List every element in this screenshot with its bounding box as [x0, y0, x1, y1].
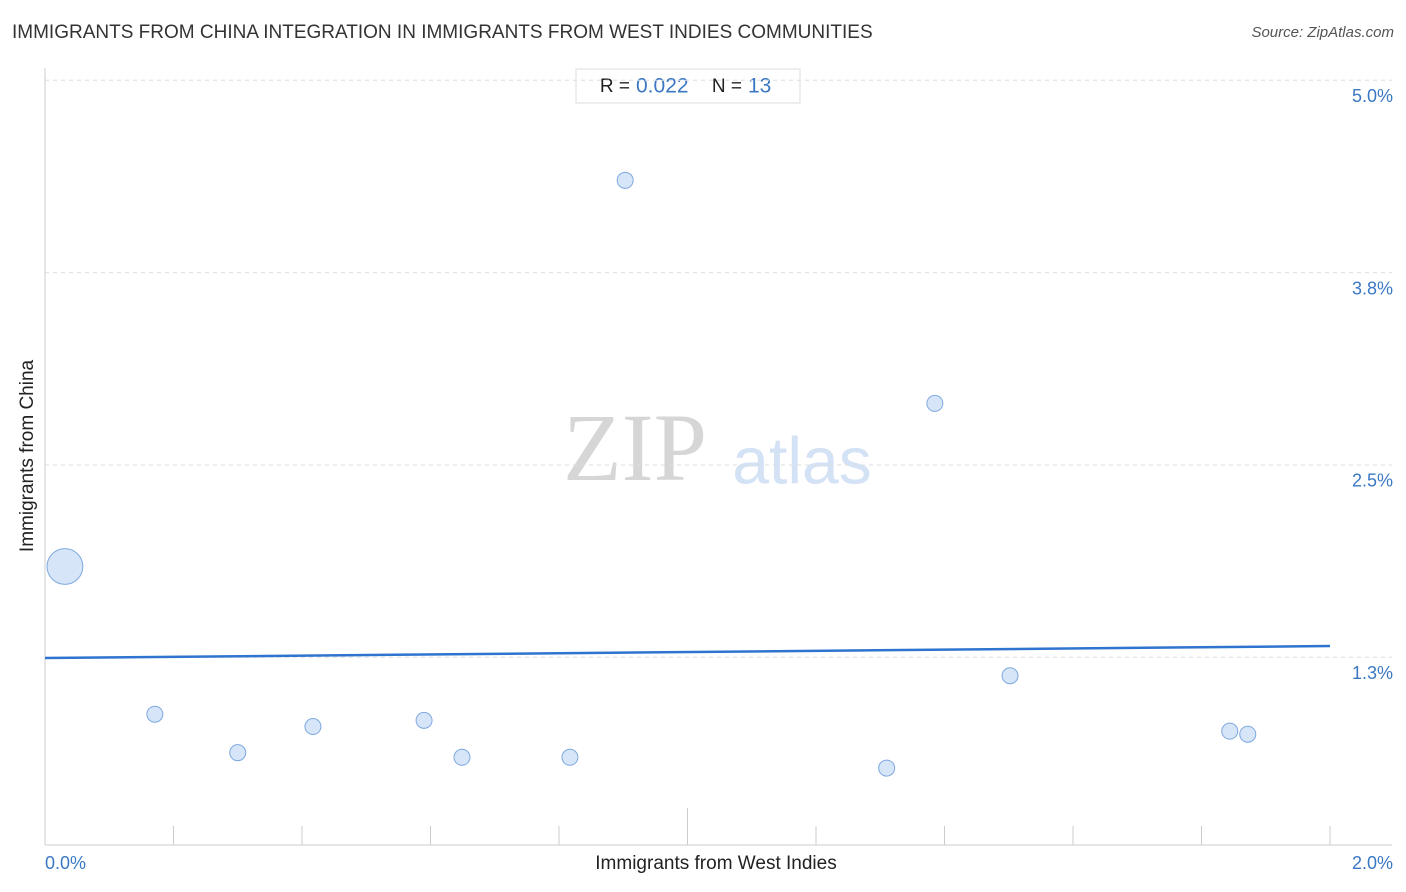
- watermark: ZIP: [563, 394, 707, 501]
- point: [616, 171, 634, 189]
- y-tick-label: 3.8%: [1352, 278, 1393, 298]
- point: [1239, 725, 1257, 743]
- r-label: R =: [600, 76, 630, 97]
- x-tick-label: 2.0%: [1352, 853, 1393, 873]
- y-axis-title: Immigrants from China: [17, 359, 38, 552]
- point: [1221, 722, 1239, 740]
- trend-line: [44, 644, 1331, 660]
- r-value: 0.022: [636, 75, 689, 98]
- y-tick-label: 2.5%: [1352, 471, 1393, 491]
- point: [304, 718, 322, 736]
- watermark: atlas: [732, 423, 871, 497]
- y-tick-label: 5.0%: [1352, 86, 1393, 106]
- point: [46, 548, 84, 585]
- point: [453, 748, 471, 766]
- stats-box: [575, 68, 801, 104]
- point: [926, 394, 944, 412]
- chart-title: IMMIGRANTS FROM CHINA INTEGRATION IN IMM…: [12, 22, 873, 43]
- point: [415, 711, 433, 729]
- point: [229, 744, 247, 762]
- n-value: 13: [748, 75, 771, 98]
- source: Source: ZipAtlas.com: [1251, 24, 1394, 41]
- n-label: N =: [712, 76, 742, 97]
- point: [1001, 667, 1019, 685]
- x-axis-title: Immigrants from West Indies: [595, 853, 836, 874]
- point: [146, 705, 164, 723]
- point: [561, 748, 579, 766]
- x-tick-label: 0.0%: [45, 853, 86, 873]
- point: [878, 759, 896, 777]
- y-tick-label: 1.3%: [1352, 663, 1393, 683]
